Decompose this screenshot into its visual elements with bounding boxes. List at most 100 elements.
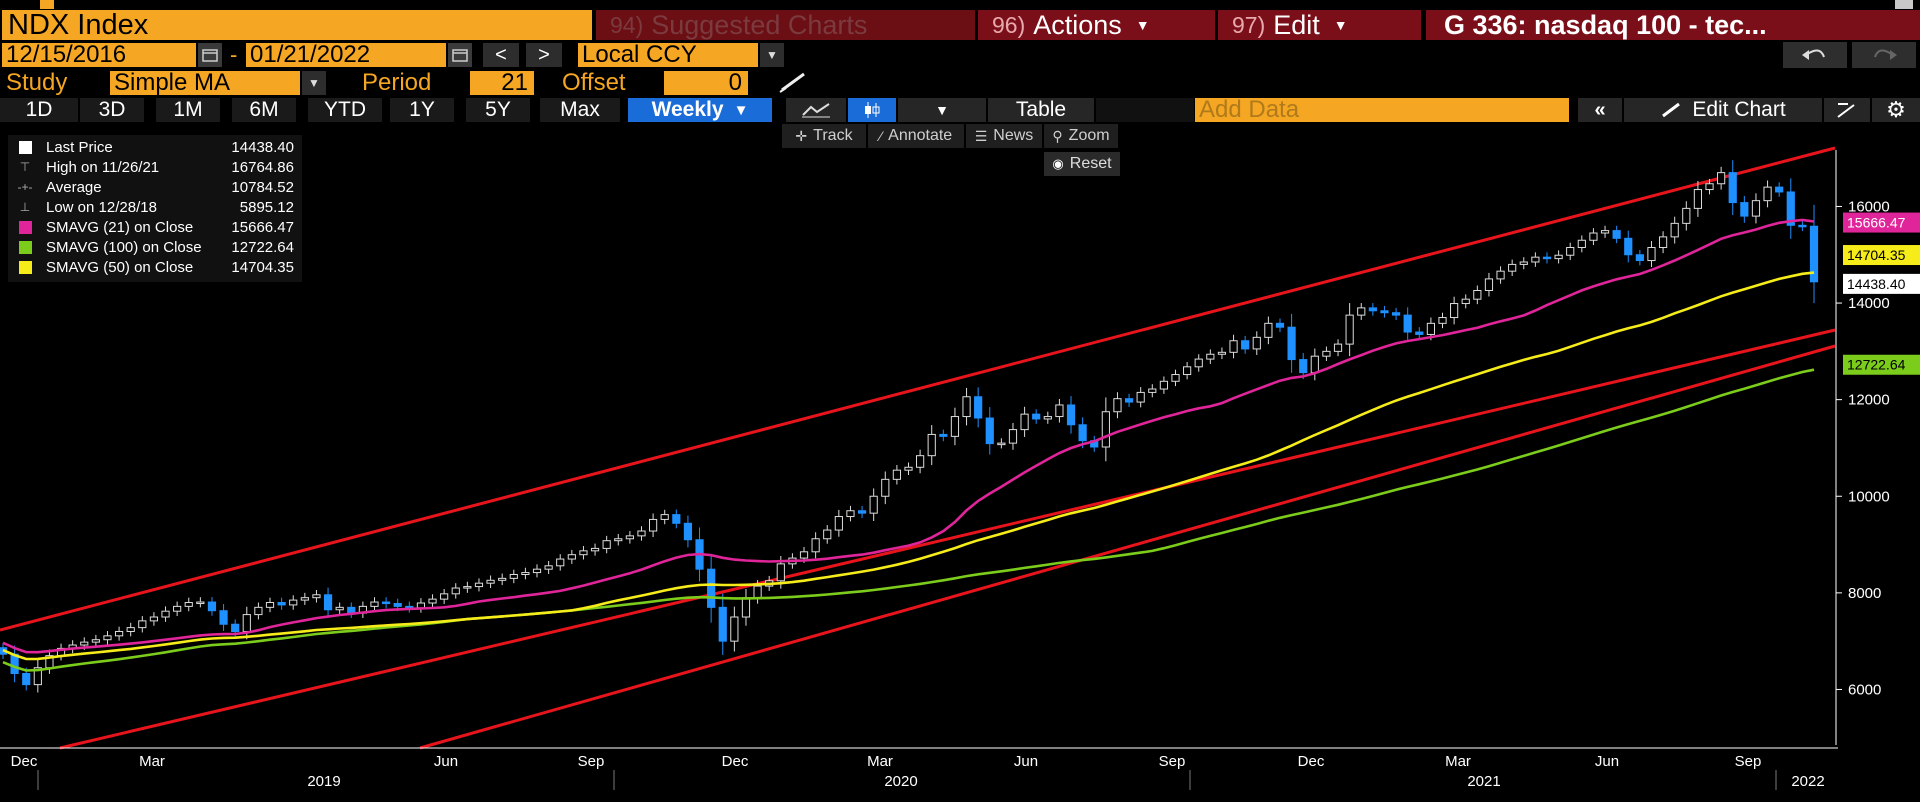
candle-body [1310,355,1319,374]
candle-body [440,593,449,600]
period-1y-button[interactable]: 1Y [390,98,454,122]
study-select[interactable]: Simple MA [110,69,300,96]
period-field[interactable]: 21 [470,69,534,96]
candle-body [196,601,205,605]
candle-body [1391,312,1401,316]
candle-body [1496,270,1505,280]
line-chart-icon[interactable] [786,98,846,122]
candle-body [567,554,576,560]
undo-button[interactable] [1783,42,1847,68]
period-1m-button[interactable]: 1M [156,98,220,122]
pen-icon[interactable] [778,70,810,99]
candle-body [1357,307,1366,316]
candle-body [741,597,751,618]
gear-icon[interactable]: ⚙ [1872,97,1920,122]
zoom-tool[interactable]: ⚲ Zoom [1044,124,1118,148]
legend-value: 14704.35 [231,258,294,276]
moving-average-lines [2,218,1815,672]
y-tick-label: 10000 [1848,488,1890,505]
legend-value: 12722.64 [231,238,294,256]
add-data-input[interactable]: Add Data [1195,96,1569,123]
start-date-field[interactable]: 12/15/2016 [2,41,196,68]
table-button[interactable]: Table [988,98,1094,122]
prev-arrow-button[interactable]: < [483,43,519,67]
legend-swatch [16,240,34,254]
reset-button[interactable]: ◉ Reset [1044,152,1120,176]
candle-body [393,602,402,607]
legend-label: Low on 12/28/18 [46,198,157,216]
end-date-field[interactable]: 01/21/2022 [246,41,446,68]
candle-body [1275,322,1285,328]
period-6m-button[interactable]: 6M [232,98,296,122]
candlestick-icon[interactable] [848,98,896,122]
candle-body [1658,236,1668,249]
candle-body [231,623,240,632]
candle-body [718,606,727,642]
news-icon: ☰ [974,127,988,144]
candle-body [1055,404,1064,418]
period-3d-button[interactable]: 3D [80,98,144,122]
high-marker-icon: ⊤ [19,160,31,174]
candle-body [1531,256,1540,263]
news-tool[interactable]: ☰ News [966,124,1042,148]
period-5y-button[interactable]: 5Y [466,98,530,122]
candle-body [962,396,971,418]
period-max-button[interactable]: Max [540,98,620,122]
chevron-down-icon[interactable]: ▼ [302,71,326,95]
chart-title: G 336: nasdaq 100 - tec... [1426,10,1920,40]
ma50-line [2,271,1815,661]
price-label-box [1843,273,1920,294]
price-chart[interactable]: 6000 8000 10000 12000 14000 16000 Dec Mar Jun Se… [0,127,1920,802]
candle-body [556,558,565,567]
period-1d-button[interactable]: 1D [0,98,78,122]
chart-type-dropdown[interactable]: ▼ [898,98,986,122]
chart-settings-icon[interactable] [1824,98,1870,122]
ma21-line [2,218,1815,654]
legend-swatch [16,140,34,154]
period-label: Period [362,69,432,96]
period-ytd-button[interactable]: YTD [308,98,382,122]
frequency-select[interactable]: Weekly ▼ [628,98,772,122]
edit-chart-button[interactable]: Edit Chart [1624,98,1822,122]
x-tick-label: Mar [139,753,165,770]
candle-body [730,616,739,642]
candle-body [1403,314,1412,333]
currency-select[interactable]: Local CCY [578,41,758,68]
candle-body [707,568,716,608]
candle-body [1415,331,1424,335]
calendar-icon[interactable] [448,43,472,67]
y-tick-label: 12000 [1848,392,1890,409]
candle-body [1124,398,1134,403]
x-tick-label: Dec [11,753,38,770]
candle-body [323,594,333,611]
candle-body [1148,388,1157,393]
chevron-down-icon[interactable]: ▼ [760,43,784,67]
candle-body [161,610,170,618]
chart-legend: Last Price 14438.40 ⊤ High on 11/26/21 1… [8,135,302,282]
candle-body [1566,247,1575,256]
offset-field[interactable]: 0 [664,69,748,96]
legend-item: Last Price 14438.40 [8,137,302,157]
calendar-icon[interactable] [198,43,222,67]
edit-menu[interactable]: 97) Edit ▼ [1218,10,1421,40]
track-label: Track [813,127,853,144]
next-arrow-button[interactable]: > [526,43,562,67]
x-tick-label: Jun [1014,753,1038,770]
zoom-label: Zoom [1068,127,1110,144]
ticker-field[interactable]: NDX Index [2,10,592,40]
suggested-charts-label: Suggested Charts [651,10,868,40]
track-tool[interactable]: ✛ Track [782,124,866,148]
redo-button[interactable] [1852,42,1916,68]
candle-body [904,466,913,471]
suggested-charts-button[interactable]: 94) Suggested Charts [596,10,975,40]
top-strip [0,0,1920,9]
candle-body [950,416,960,437]
candle-body [254,606,263,616]
candle-body [834,516,843,531]
annotate-tool[interactable]: ⁄ Annotate [868,124,964,148]
candle-body [1554,254,1563,260]
collapse-icon[interactable]: « [1578,98,1622,122]
actions-menu[interactable]: 96) Actions ▼ [978,10,1215,40]
candle-body [149,616,159,622]
candle-body [289,599,298,606]
